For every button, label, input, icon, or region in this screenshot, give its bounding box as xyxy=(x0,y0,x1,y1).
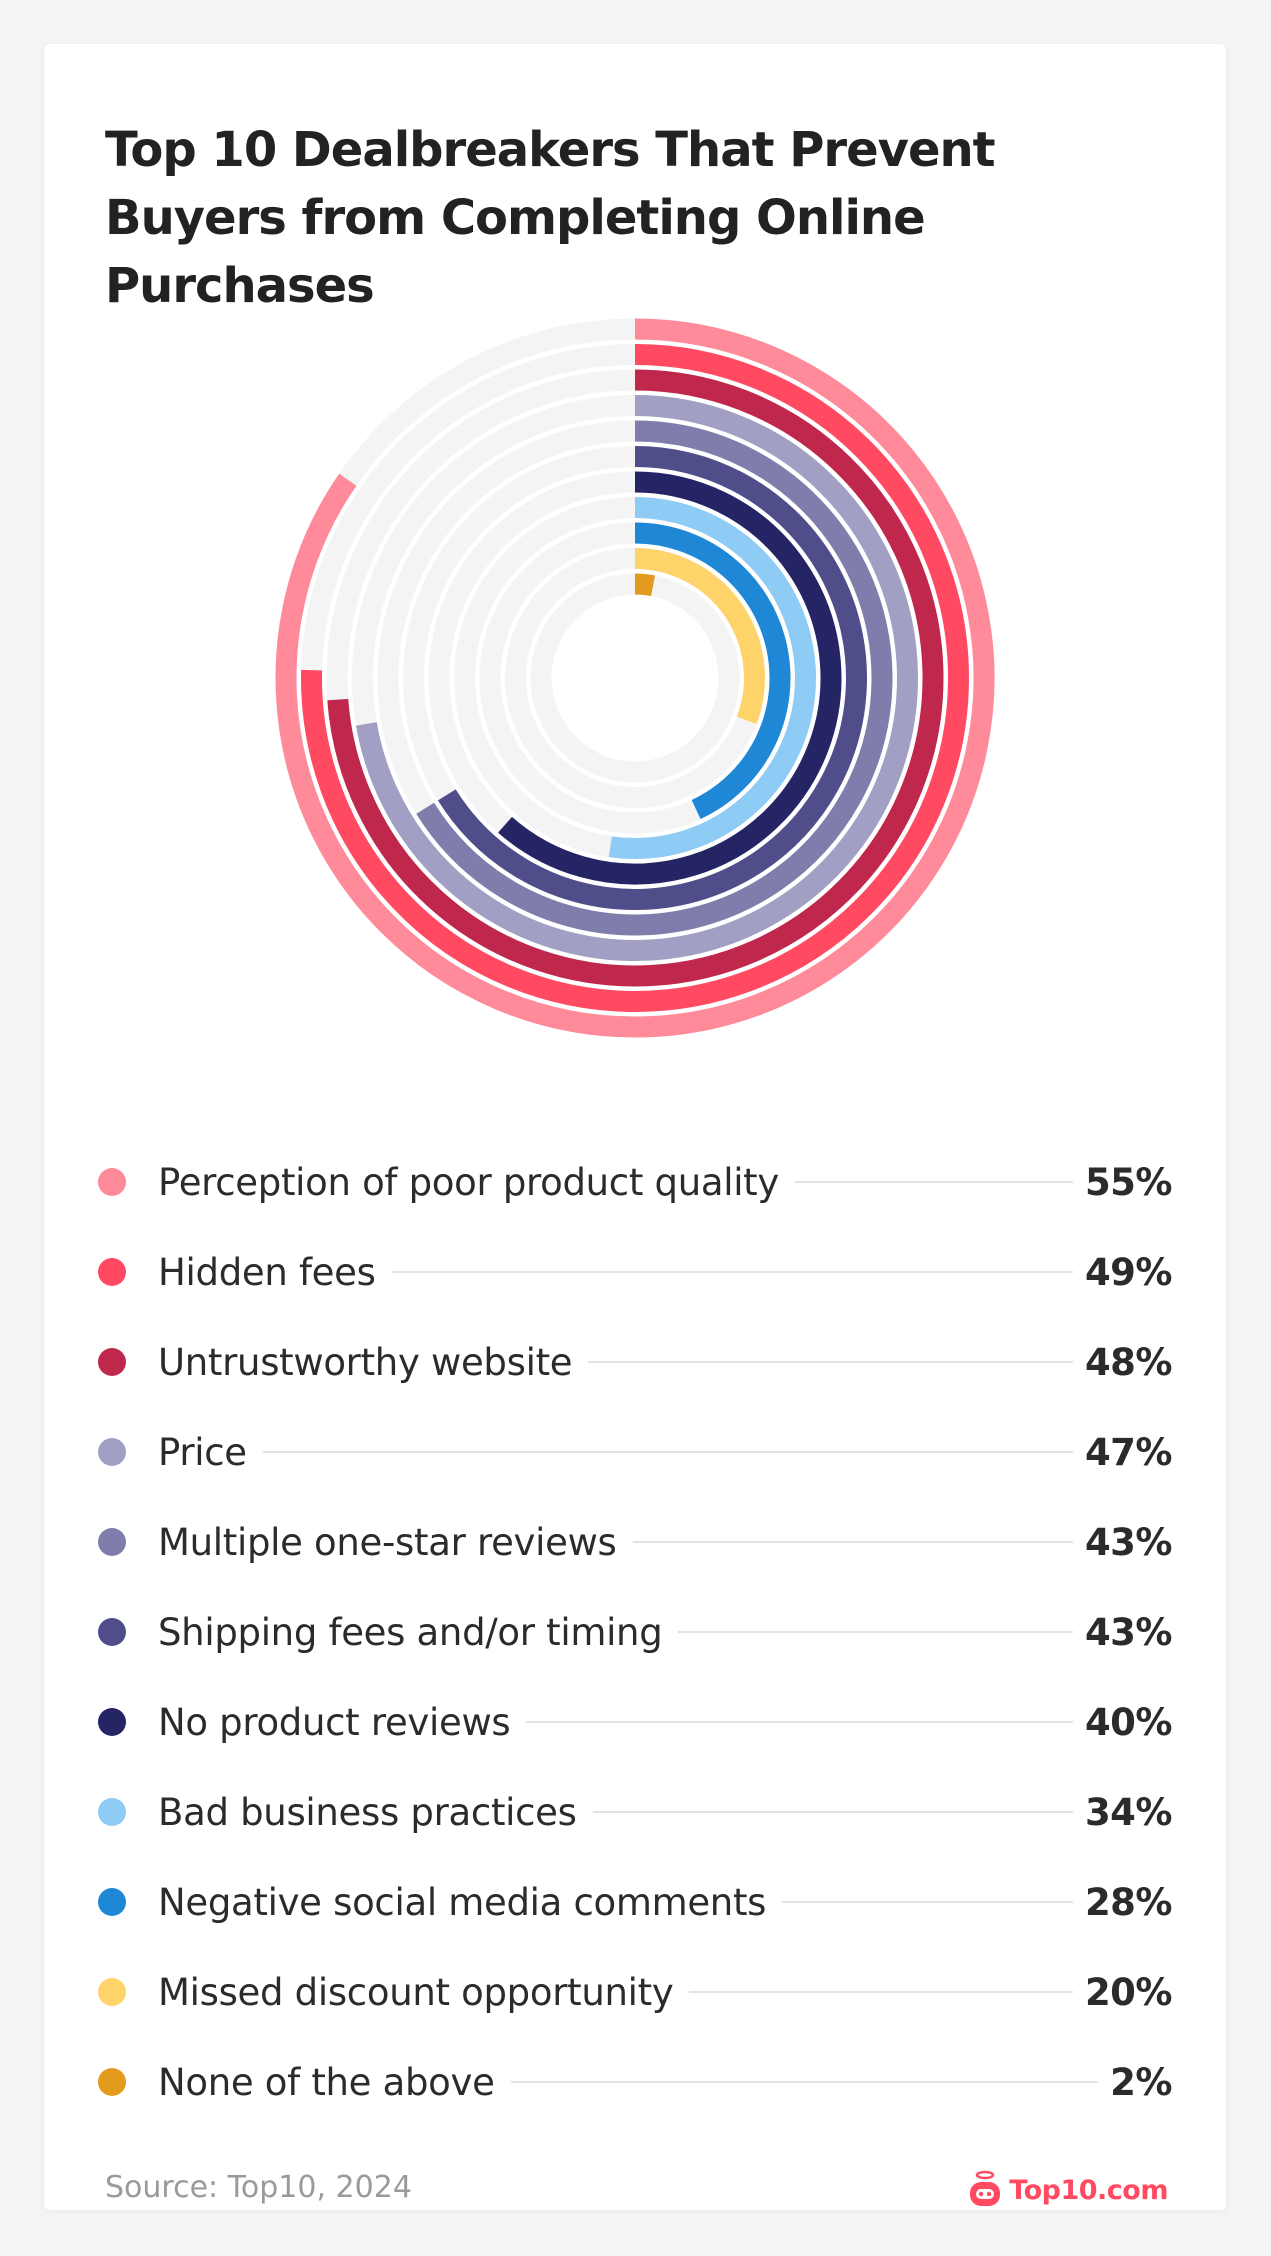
ring-bar-4 xyxy=(356,395,918,961)
legend-value: 40% xyxy=(1084,1700,1173,1744)
brand-name: Top10.com xyxy=(1009,2174,1168,2206)
legend-label: Shipping fees and/or timing xyxy=(158,1610,663,1654)
leader-line xyxy=(592,1811,1073,1813)
legend-item: Perception of poor product quality 55% xyxy=(98,1137,1173,1227)
legend-label: Untrustworthy website xyxy=(158,1340,573,1384)
leader-line xyxy=(526,1721,1073,1723)
ring-bar-3 xyxy=(327,369,944,987)
legend-item: Bad business practices 34% xyxy=(98,1767,1173,1857)
ring-bar-11 xyxy=(634,573,656,597)
leader-line xyxy=(391,1271,1073,1273)
legend-dot xyxy=(98,1978,126,2006)
legend-value: 2% xyxy=(1110,2060,1172,2104)
legend-label: Negative social media comments xyxy=(158,1880,767,1924)
legend-dot xyxy=(98,1798,126,1826)
ring-bar-7 xyxy=(498,471,842,885)
legend-dot xyxy=(98,1528,126,1556)
legend-item: No product reviews 40% xyxy=(98,1677,1173,1767)
leader-line xyxy=(510,2081,1099,2083)
ring-bar-10 xyxy=(634,548,765,725)
ring-bar-8 xyxy=(608,497,816,859)
leader-line xyxy=(782,1901,1073,1903)
chart-title: Top 10 Dealbreakers That Prevent Buyers … xyxy=(105,122,996,314)
legend-dot xyxy=(98,1618,126,1646)
legend-label: Multiple one-star reviews xyxy=(158,1520,617,1564)
legend-item: Missed discount opportunity 20% xyxy=(98,1947,1173,2037)
legend: Perception of poor product quality 55% Hid… xyxy=(98,1137,1173,2127)
legend-item: Negative social media comments 28% xyxy=(98,1857,1173,1947)
legend-item: Hidden fees 49% xyxy=(98,1227,1173,1317)
leader-line xyxy=(795,1181,1073,1183)
legend-value: 34% xyxy=(1084,1790,1173,1834)
legend-value: 48% xyxy=(1084,1340,1173,1384)
legend-value: 49% xyxy=(1084,1250,1173,1294)
ring-bar-1 xyxy=(275,318,995,1038)
legend-dot xyxy=(98,1168,126,1196)
legend-value: 20% xyxy=(1084,1970,1173,2014)
leader-line xyxy=(689,1991,1073,1993)
legend-label: Perception of poor product quality xyxy=(158,1160,779,1204)
robot-logo-icon xyxy=(970,2170,1001,2206)
legend-dot xyxy=(98,1258,126,1286)
ring-track-11 xyxy=(530,573,740,783)
source-note: Source: Top10, 2024 xyxy=(105,2170,412,2205)
legend-item: Untrustworthy website 48% xyxy=(98,1317,1173,1407)
legend-label: Missed discount opportunity xyxy=(158,1970,674,2014)
leader-line xyxy=(632,1541,1073,1543)
legend-dot xyxy=(98,2068,126,2096)
infographic-card: Top 10 Dealbreakers That Prevent Buyers … xyxy=(44,44,1226,2210)
legend-dot xyxy=(98,1888,126,1916)
legend-value: 43% xyxy=(1084,1610,1173,1654)
radial-bar-chart xyxy=(275,318,995,1038)
ring-bar-9 xyxy=(634,522,791,820)
leader-line xyxy=(678,1631,1073,1633)
legend-label: Price xyxy=(158,1430,247,1474)
legend-item: Shipping fees and/or timing 43% xyxy=(98,1587,1173,1677)
legend-label: None of the above xyxy=(158,2060,495,2104)
brand-logo: Top10.com xyxy=(967,2170,1168,2210)
ring-bar-2 xyxy=(301,344,969,1012)
legend-item: Multiple one-star reviews 43% xyxy=(98,1497,1173,1587)
legend-value: 47% xyxy=(1084,1430,1173,1474)
leader-line xyxy=(262,1451,1073,1453)
legend-item: Price 47% xyxy=(98,1407,1173,1497)
legend-label: Bad business practices xyxy=(158,1790,577,1834)
legend-dot xyxy=(98,1438,126,1466)
legend-value: 55% xyxy=(1084,1160,1173,1204)
legend-value: 28% xyxy=(1084,1880,1173,1924)
legend-dot xyxy=(98,1348,126,1376)
ring-bar-6 xyxy=(437,446,867,910)
legend-item: None of the above 2% xyxy=(98,2037,1172,2127)
leader-line xyxy=(588,1361,1073,1363)
legend-label: No product reviews xyxy=(158,1700,511,1744)
legend-dot xyxy=(98,1708,126,1736)
legend-value: 43% xyxy=(1084,1520,1173,1564)
ring-bar-5 xyxy=(416,420,893,936)
legend-label: Hidden fees xyxy=(158,1250,376,1294)
